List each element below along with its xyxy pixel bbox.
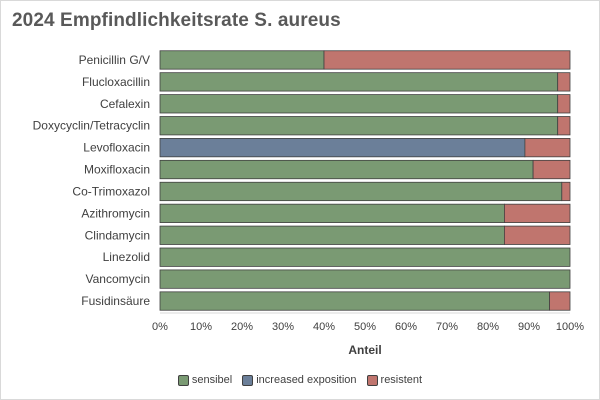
category-label: Moxifloxacin bbox=[84, 163, 150, 177]
bar-segment bbox=[159, 159, 534, 180]
bar-segment bbox=[159, 116, 559, 136]
legend-swatch-resistent bbox=[366, 374, 378, 386]
category-label: Vancomycin bbox=[86, 272, 150, 286]
legend-label-increased-exposition: increased exposition bbox=[256, 374, 357, 386]
bar-segment bbox=[159, 247, 571, 267]
bar-segment bbox=[159, 72, 559, 92]
bar-segment bbox=[159, 50, 325, 70]
bar-segment bbox=[159, 138, 526, 158]
category-label: Penicillin G/V bbox=[79, 53, 150, 67]
x-tick-label: 100% bbox=[556, 321, 584, 333]
category-label: Co-Trimoxazol bbox=[72, 184, 150, 198]
bar-segment bbox=[159, 291, 550, 311]
x-tick-label: 60% bbox=[395, 321, 417, 333]
category-label: Azithromycin bbox=[81, 206, 150, 220]
category-label: Doxycyclin/Tetracyclin bbox=[33, 119, 150, 133]
x-tick-label: 80% bbox=[477, 321, 499, 333]
category-label: Linezolid bbox=[103, 250, 150, 264]
bar-segment bbox=[557, 116, 571, 136]
legend-label-resistent: resistent bbox=[380, 374, 423, 386]
category-label: Clindamycin bbox=[85, 228, 150, 242]
x-tick-label: 30% bbox=[272, 321, 294, 333]
bar-segment bbox=[503, 225, 571, 245]
bar-segment bbox=[159, 94, 559, 114]
category-label: Levofloxacin bbox=[83, 141, 150, 155]
x-tick-label: 90% bbox=[518, 321, 540, 333]
legend-item-resistent: resistent bbox=[366, 374, 423, 386]
bar-segment bbox=[159, 203, 505, 223]
x-tick-label: 70% bbox=[436, 321, 458, 333]
category-label: Fusidinsäure bbox=[81, 294, 150, 308]
bar-segment bbox=[159, 181, 563, 202]
x-tick-label: 10% bbox=[190, 321, 212, 333]
legend-label-sensibel: sensibel bbox=[191, 374, 233, 386]
x-tick-label: 20% bbox=[231, 321, 253, 333]
legend: sensibel increased exposition resistent bbox=[0, 374, 600, 386]
legend-item-increased-exposition: increased exposition bbox=[242, 374, 357, 386]
x-tick-label: 0% bbox=[152, 321, 168, 333]
category-label: Cefalexin bbox=[100, 97, 150, 111]
bar-segment bbox=[159, 225, 505, 245]
category-label: Flucloxacillin bbox=[82, 75, 150, 89]
bar-segment bbox=[557, 72, 571, 92]
bar-segment bbox=[524, 138, 571, 158]
x-tick-label: 50% bbox=[354, 321, 376, 333]
legend-swatch-increased-exposition bbox=[242, 374, 254, 386]
bar-segment bbox=[557, 94, 571, 114]
x-tick-label: 40% bbox=[313, 321, 335, 333]
x-axis-label: Anteil bbox=[348, 343, 382, 357]
bar-segment bbox=[549, 291, 571, 311]
bar-segment bbox=[561, 181, 571, 202]
chart-title: 2024 Empfindlichkeitsrate S. aureus bbox=[12, 10, 341, 31]
bar-segment bbox=[323, 50, 571, 70]
bar-segment bbox=[532, 159, 571, 180]
bar-segment bbox=[159, 269, 571, 289]
bar-segment bbox=[503, 203, 571, 223]
legend-swatch-sensibel bbox=[177, 374, 189, 386]
legend-item-sensibel: sensibel bbox=[177, 374, 233, 386]
